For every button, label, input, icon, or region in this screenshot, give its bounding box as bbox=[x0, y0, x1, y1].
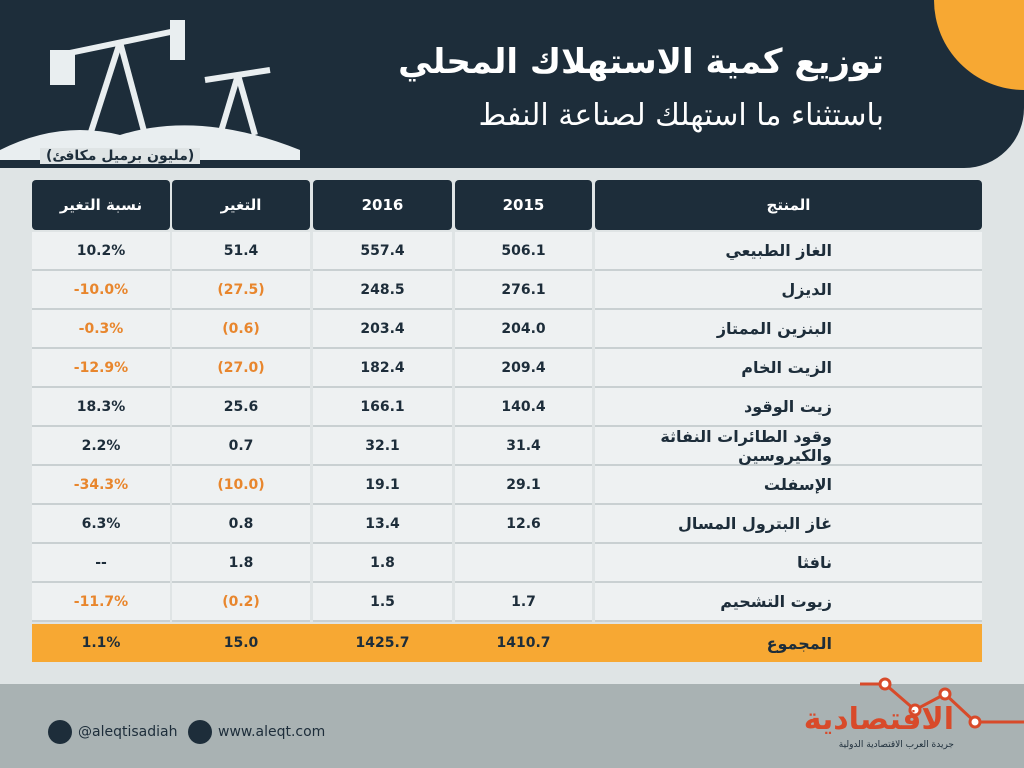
row-label: الغاز الطبيعي bbox=[595, 232, 982, 271]
cell-value: 19.1 bbox=[313, 466, 452, 505]
cell-value: -0.3% bbox=[32, 310, 170, 349]
cell-value: 182.4 bbox=[313, 349, 452, 388]
total-value: 1425.7 bbox=[313, 624, 452, 662]
cell-value: (27.5) bbox=[172, 271, 310, 310]
row-label: زيوت التشحيم bbox=[595, 583, 982, 622]
total-label: المجموع bbox=[595, 624, 982, 662]
twitter-handle: @aleqtisadiah bbox=[78, 724, 178, 740]
cell-value: 248.5 bbox=[313, 271, 452, 310]
column-header: المنتج bbox=[595, 180, 982, 230]
footer-band bbox=[0, 684, 1024, 768]
cell-value: -11.7% bbox=[32, 583, 170, 622]
cell-value: (10.0) bbox=[172, 466, 310, 505]
cell-value: 32.1 bbox=[313, 427, 452, 466]
cell-value: -10.0% bbox=[32, 271, 170, 310]
cell-value: 209.4 bbox=[455, 349, 592, 388]
cell-value: 203.4 bbox=[313, 310, 452, 349]
twitter-icon bbox=[48, 720, 72, 744]
oil-pumps bbox=[0, 20, 300, 160]
cell-value: 6.3% bbox=[32, 505, 170, 544]
row-label: الإسفلت bbox=[595, 466, 982, 505]
cell-value: 25.6 bbox=[172, 388, 310, 427]
title: توزيع كمية الاستهلاك المحلي bbox=[398, 42, 884, 82]
cell-value: 557.4 bbox=[313, 232, 452, 271]
cell-value: 506.1 bbox=[455, 232, 592, 271]
subtitle: باستثناء ما استهلك لصناعة النفط bbox=[478, 98, 884, 133]
column-header: نسبة التغير bbox=[32, 180, 170, 230]
row-label: الزيت الخام bbox=[595, 349, 982, 388]
cell-value: 2.2% bbox=[32, 427, 170, 466]
cell-value: 166.1 bbox=[313, 388, 452, 427]
cell-value: -34.3% bbox=[32, 466, 170, 505]
row-label: البنزين الممتاز bbox=[595, 310, 982, 349]
cell-value: 0.8 bbox=[172, 505, 310, 544]
column-header: التغير bbox=[172, 180, 310, 230]
website: www.aleqt.com bbox=[218, 724, 326, 740]
row-label: وقود الطائرات النفاثة والكيروسين bbox=[595, 427, 982, 466]
row-label: الديزل bbox=[595, 271, 982, 310]
column-header: 2016 bbox=[313, 180, 452, 230]
cell-value: 12.6 bbox=[455, 505, 592, 544]
cell-value: 51.4 bbox=[172, 232, 310, 271]
cell-value: 29.1 bbox=[455, 466, 592, 505]
unit-note: (مليون برميل مكافئ) bbox=[40, 148, 201, 164]
footer-line-icon bbox=[860, 677, 1024, 729]
cell-value: 13.4 bbox=[313, 505, 452, 544]
cell-value: 1.8 bbox=[313, 544, 452, 583]
logo-subtitle: جريدة العرب الاقتصادية الدولية bbox=[838, 740, 954, 750]
total-value: 1410.7 bbox=[455, 624, 592, 662]
cell-value: (0.6) bbox=[172, 310, 310, 349]
cell-value bbox=[455, 544, 592, 583]
total-value: 15.0 bbox=[172, 624, 310, 662]
table: المنتج 2015 2016 التغير نسبة التغير الغاز الط… bbox=[32, 180, 982, 662]
column-header: 2015 bbox=[455, 180, 592, 230]
total-value: 1.1% bbox=[32, 624, 170, 662]
cell-value: (0.2) bbox=[172, 583, 310, 622]
cell-value: -- bbox=[32, 544, 170, 583]
cell-value: 31.4 bbox=[455, 427, 592, 466]
cell-value: 1.5 bbox=[313, 583, 452, 622]
cell-value: 18.3% bbox=[32, 388, 170, 427]
row-label: نافثا bbox=[595, 544, 982, 583]
cell-value: 140.4 bbox=[455, 388, 592, 427]
cell-value: 204.0 bbox=[455, 310, 592, 349]
logo: الاقتصادية bbox=[803, 702, 954, 737]
web-icon bbox=[188, 720, 212, 744]
cell-value: 0.7 bbox=[172, 427, 310, 466]
cell-value: 10.2% bbox=[32, 232, 170, 271]
cell-value: 1.8 bbox=[172, 544, 310, 583]
cell-value: 1.7 bbox=[455, 583, 592, 622]
cell-value: 276.1 bbox=[455, 271, 592, 310]
cell-value: (27.0) bbox=[172, 349, 310, 388]
row-label: زيت الوقود bbox=[595, 388, 982, 427]
row-label: غاز البترول المسال bbox=[595, 505, 982, 544]
cell-value: -12.9% bbox=[32, 349, 170, 388]
